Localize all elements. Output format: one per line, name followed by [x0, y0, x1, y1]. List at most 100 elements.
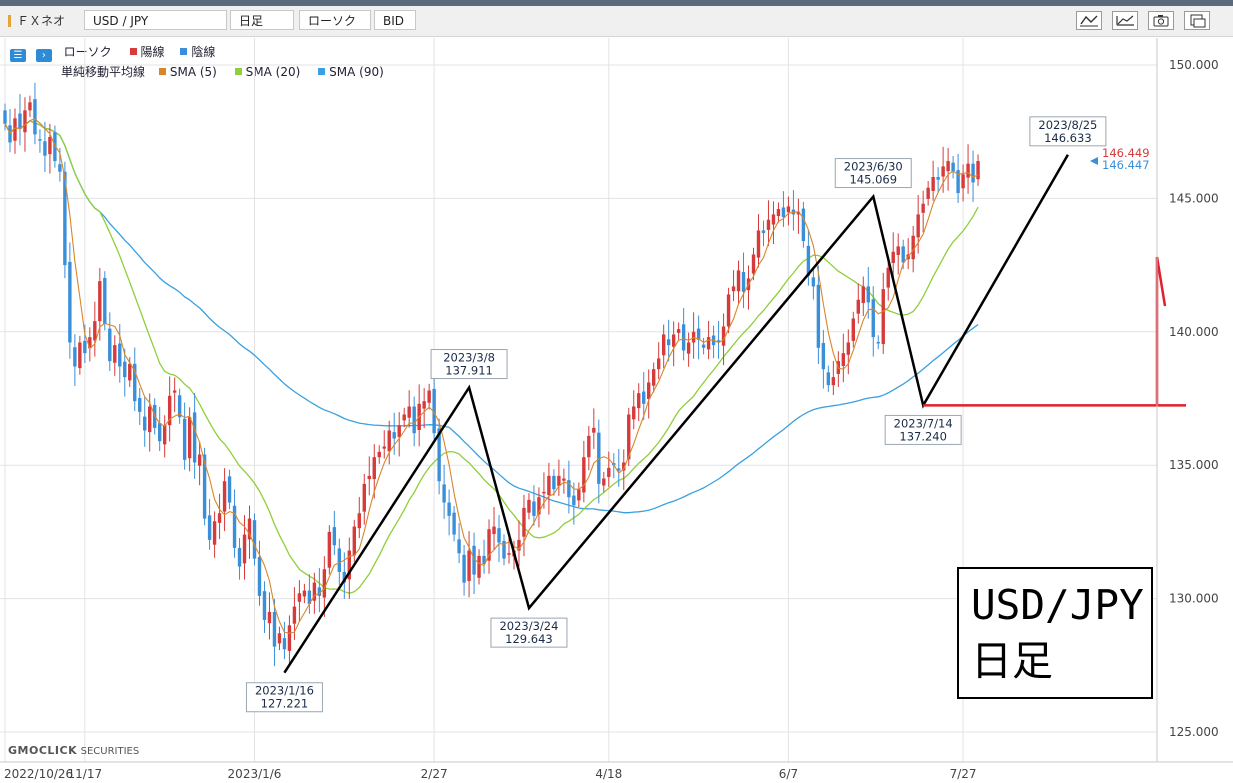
candle-up: [771, 214, 776, 225]
pivot-label-box: [834, 158, 912, 189]
pivot-value: 137.911: [445, 364, 493, 378]
candle-down: [83, 340, 87, 354]
candle-up: [48, 137, 52, 155]
camera-button[interactable]: [1148, 11, 1174, 30]
candle-up: [542, 491, 546, 494]
pivot-label-box: [1029, 116, 1107, 147]
candle-up: [846, 342, 851, 355]
app-name: ＦＸネオ: [17, 14, 66, 28]
candle-down: [437, 428, 441, 482]
candle-up: [522, 507, 526, 537]
candle-down: [816, 284, 821, 348]
pivot-value: 145.069: [849, 173, 897, 187]
down-swatch: [180, 48, 188, 55]
candle-up: [841, 353, 846, 366]
candle-up: [197, 454, 202, 466]
pivot-value: 129.643: [505, 632, 553, 646]
candle-up: [382, 446, 386, 449]
candle-down: [781, 207, 786, 218]
toolbar: ＦＸネオ USD / JPY 日足 ローソク BID: [0, 6, 1233, 37]
candle-up: [98, 281, 102, 322]
app-title: ＦＸネオ: [8, 12, 65, 29]
candle-up: [622, 462, 626, 471]
candle-up: [287, 625, 292, 651]
pivot-date: 2023/8/25: [1038, 118, 1097, 132]
y-tick-label: 140.000: [1169, 325, 1219, 339]
grid: [0, 38, 1157, 762]
candle-down: [871, 299, 875, 338]
candle-up: [167, 395, 172, 426]
candle-up: [736, 270, 741, 292]
pivot-label-box: [245, 682, 323, 713]
candle-down: [642, 391, 646, 404]
x-tick-label: 2/27: [421, 767, 448, 781]
candle-up: [766, 219, 771, 230]
timeframe-select[interactable]: 日足: [230, 10, 294, 30]
candle-up: [966, 163, 970, 178]
x-tick-label: 7/27: [950, 767, 977, 781]
candle-down: [227, 476, 232, 503]
candle-down: [971, 163, 975, 183]
candle-up: [562, 478, 566, 481]
candle-up: [467, 550, 471, 581]
pivot-value: 127.221: [261, 697, 309, 711]
line-drawing-icon: [1080, 15, 1098, 27]
candle-down: [18, 113, 22, 130]
line-drawing-button[interactable]: [1076, 11, 1102, 30]
symbol-select[interactable]: USD / JPY: [84, 10, 227, 30]
candle-up: [751, 254, 756, 274]
candle-down: [182, 418, 187, 460]
ask-price-label: 146.447: [1102, 158, 1150, 172]
candle-up: [187, 417, 192, 459]
candle-down: [462, 554, 466, 583]
candle-down: [332, 527, 337, 546]
candle-up: [851, 318, 855, 341]
candle-down: [452, 512, 456, 535]
candle-up: [172, 390, 177, 393]
candle-up: [312, 582, 317, 601]
big-label-timeframe: 日足: [971, 637, 1053, 685]
axes: 150.000 145.000 140.000 135.000 130.000 125.0…: [0, 38, 1233, 781]
candle-down: [133, 363, 137, 402]
window-button[interactable]: [1184, 11, 1210, 30]
candle-up: [327, 531, 332, 568]
y-tick-label: 150.000: [1169, 58, 1219, 72]
x-tick-label: 2022/10/26: [4, 767, 73, 781]
chart-style-select[interactable]: ローソク: [299, 10, 371, 30]
candle-down: [472, 545, 476, 575]
candle-up: [297, 593, 302, 602]
candle-down: [681, 324, 686, 351]
pivot-value: 137.240: [899, 429, 947, 443]
price-type-select[interactable]: BID: [374, 10, 416, 30]
legend-row-ma: 単純移動平均線 SMA (5) SMA (20) SMA (90): [61, 63, 384, 80]
candle-down: [337, 548, 342, 572]
candle-down: [138, 397, 142, 412]
candle-up: [247, 518, 252, 540]
candle-up: [886, 267, 890, 288]
camera-icon: [1153, 15, 1169, 27]
candle-up: [357, 513, 361, 529]
candle-up: [786, 206, 791, 213]
candle-up: [796, 211, 801, 215]
candle-down: [806, 245, 811, 276]
candle-up: [976, 161, 980, 180]
candle-up: [582, 457, 586, 493]
candle-up: [377, 451, 381, 458]
candle-up: [477, 555, 481, 578]
candle-up: [916, 214, 920, 238]
candle-up: [881, 289, 885, 345]
collapse-arrow-icon[interactable]: ›: [35, 49, 52, 62]
area-chart-button[interactable]: [1112, 11, 1138, 30]
candle-down: [572, 495, 576, 506]
candle-up: [557, 475, 561, 487]
x-tick-label: 6/7: [779, 767, 798, 781]
candle-up: [88, 337, 92, 349]
logo-suffix: SECURITIES: [80, 746, 140, 757]
list-icon[interactable]: ☰: [10, 49, 26, 62]
y-tick-label: 145.000: [1169, 191, 1219, 205]
candle-up: [537, 497, 541, 515]
candle-down: [307, 590, 312, 604]
candle-down: [58, 164, 62, 172]
